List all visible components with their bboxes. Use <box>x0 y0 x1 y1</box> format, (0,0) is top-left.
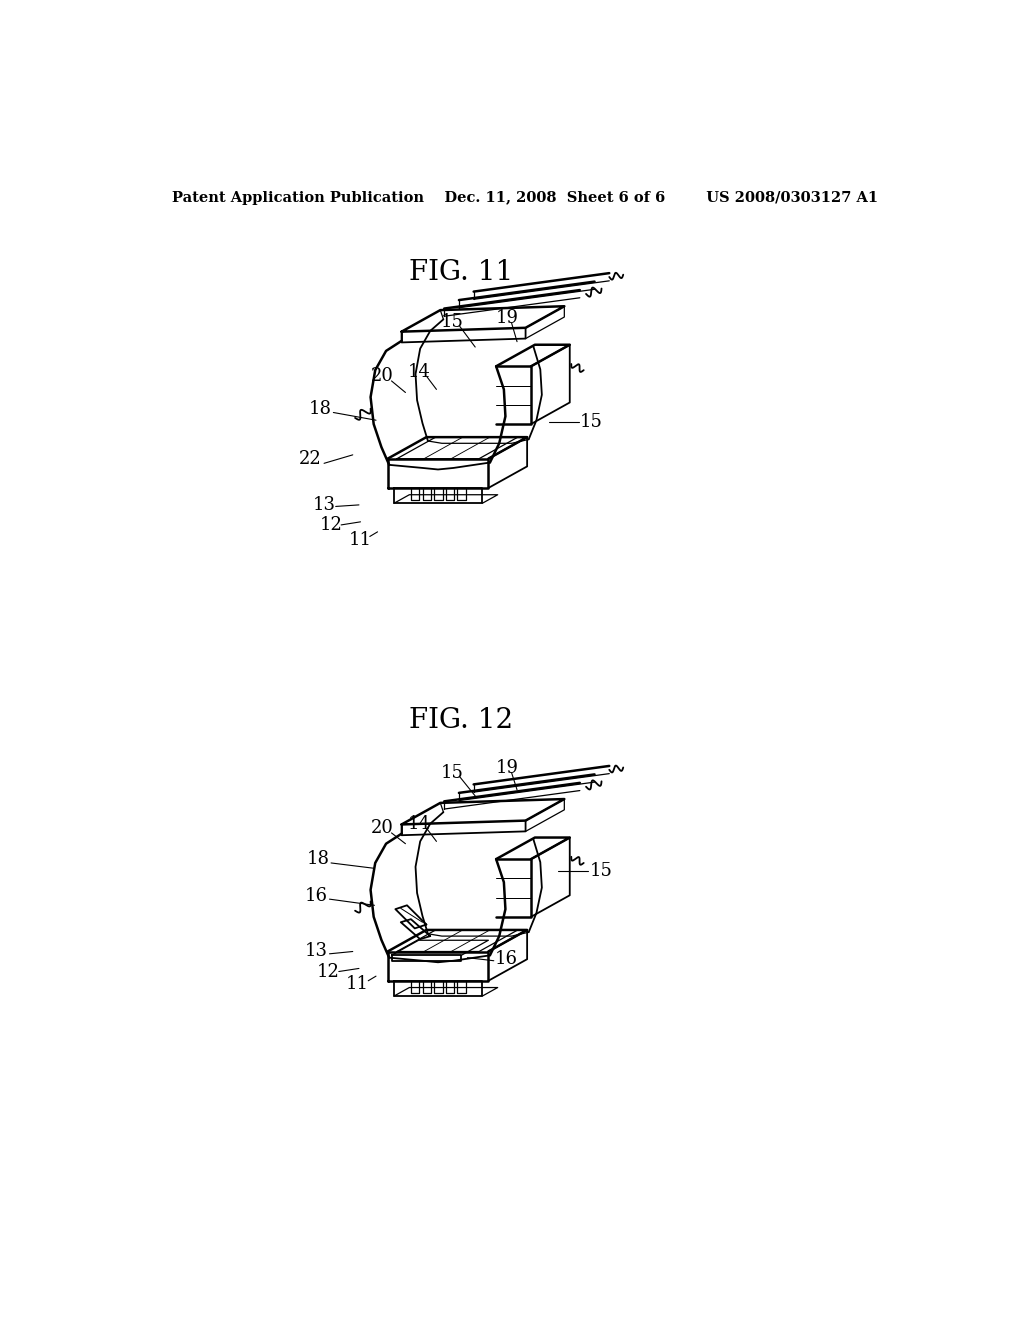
Text: 13: 13 <box>305 942 328 961</box>
Text: 15: 15 <box>440 764 464 781</box>
Text: 15: 15 <box>590 862 612 879</box>
Text: 14: 14 <box>408 363 431 381</box>
Text: 14: 14 <box>408 816 431 833</box>
Text: 20: 20 <box>371 367 393 385</box>
Text: 11: 11 <box>346 975 369 993</box>
Text: 19: 19 <box>497 309 519 327</box>
Text: 18: 18 <box>308 400 332 417</box>
Text: Patent Application Publication    Dec. 11, 2008  Sheet 6 of 6        US 2008/030: Patent Application Publication Dec. 11, … <box>172 191 878 206</box>
Text: FIG. 12: FIG. 12 <box>410 708 513 734</box>
Text: 12: 12 <box>319 516 342 533</box>
Text: 22: 22 <box>299 450 322 467</box>
Text: 11: 11 <box>349 531 372 549</box>
Text: 15: 15 <box>440 313 464 331</box>
Text: 16: 16 <box>495 950 518 968</box>
Text: 20: 20 <box>371 820 393 837</box>
Text: FIG. 11: FIG. 11 <box>410 259 513 286</box>
Text: 15: 15 <box>580 413 603 430</box>
Text: 19: 19 <box>497 759 519 777</box>
Text: 16: 16 <box>305 887 328 906</box>
Text: 12: 12 <box>316 962 339 981</box>
Text: 18: 18 <box>306 850 330 869</box>
Text: 13: 13 <box>312 496 336 513</box>
